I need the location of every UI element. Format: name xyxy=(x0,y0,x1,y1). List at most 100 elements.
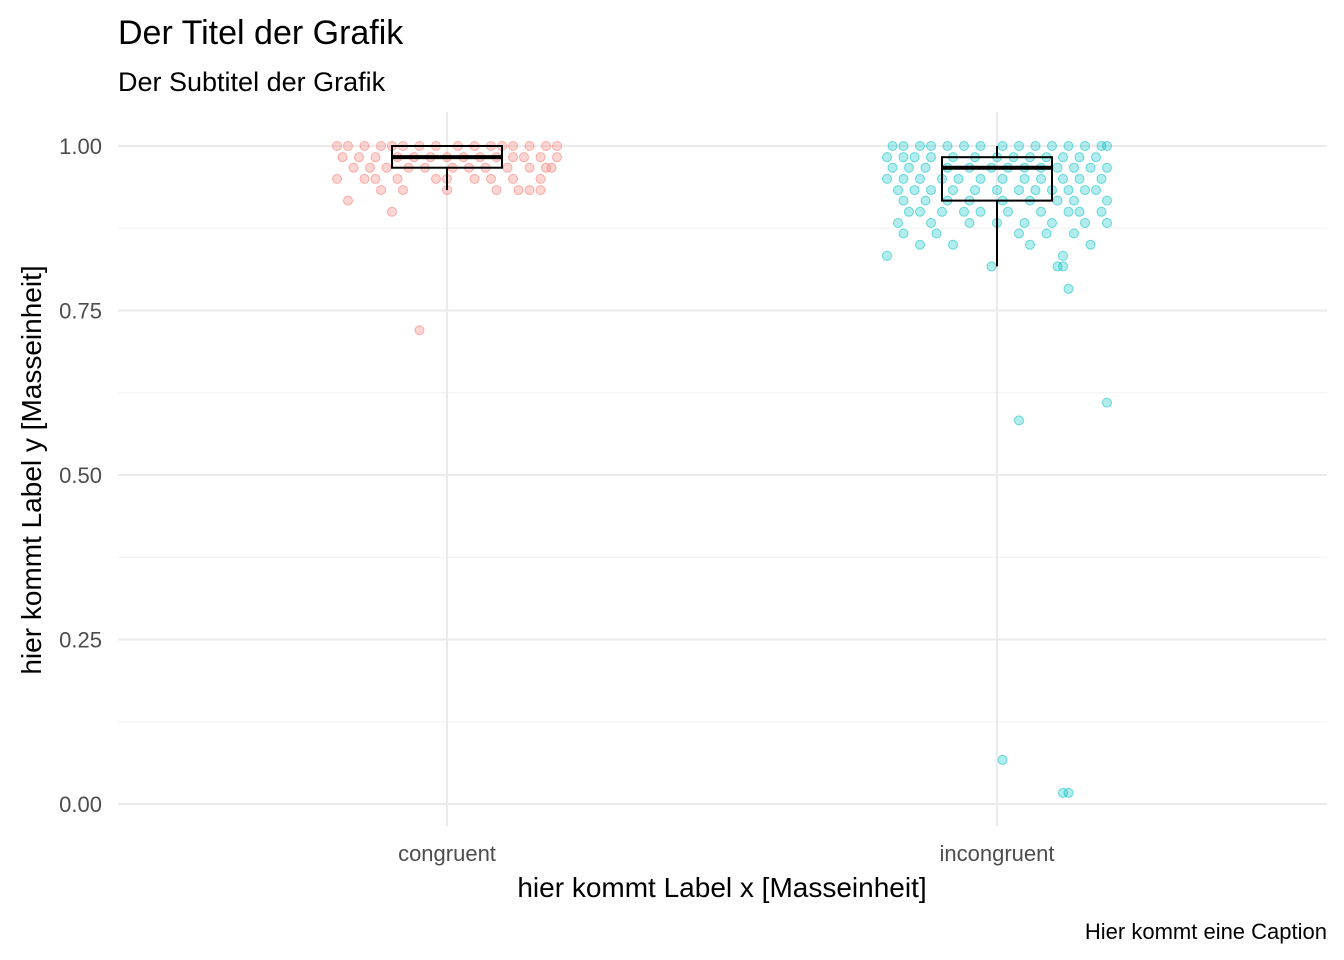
data-point-congruent xyxy=(508,141,518,151)
data-point-congruent xyxy=(431,173,441,184)
data-point-congruent xyxy=(535,152,546,163)
x-tick-labels: congruent incongruent xyxy=(398,841,1054,866)
data-point-incongruent xyxy=(1058,250,1068,261)
data-point-incongruent xyxy=(1063,787,1074,798)
data-point-incongruent xyxy=(975,206,986,217)
data-point-incongruent xyxy=(1063,283,1074,294)
data-point-incongruent xyxy=(970,185,980,196)
data-point-incongruent xyxy=(1102,162,1112,173)
data-point-congruent xyxy=(541,141,551,151)
y-tick-label: 0.00 xyxy=(59,792,102,817)
data-point-congruent xyxy=(508,152,518,163)
data-point-congruent xyxy=(546,162,557,173)
data-point-incongruent xyxy=(1052,162,1063,173)
data-point-incongruent xyxy=(1030,185,1041,196)
data-point-incongruent xyxy=(926,152,936,163)
data-point-incongruent xyxy=(1085,239,1096,250)
data-point-congruent xyxy=(535,185,546,196)
data-point-incongruent xyxy=(1014,415,1024,426)
data-point-congruent xyxy=(370,173,381,184)
y-tick-label: 0.75 xyxy=(59,299,102,324)
data-point-incongruent xyxy=(997,173,1008,184)
data-point-congruent xyxy=(359,173,370,184)
data-point-congruent xyxy=(332,141,342,151)
chart-title: Der Titel der Grafik xyxy=(118,14,404,52)
data-point-congruent xyxy=(469,173,480,184)
data-point-incongruent xyxy=(926,185,936,196)
data-point-incongruent xyxy=(926,217,936,228)
data-point-congruent xyxy=(365,162,375,173)
data-point-incongruent xyxy=(975,173,986,184)
data-point-congruent xyxy=(508,173,518,184)
data-point-incongruent xyxy=(1080,185,1090,196)
data-point-incongruent xyxy=(898,173,909,184)
data-point-congruent xyxy=(387,206,397,217)
chart-subtitle: Der Subtitel der Grafik xyxy=(118,67,386,97)
data-point-incongruent xyxy=(1063,141,1074,151)
data-point-incongruent xyxy=(1096,141,1107,151)
data-point-incongruent xyxy=(898,152,909,163)
data-point-congruent xyxy=(524,162,535,173)
data-point-incongruent xyxy=(1080,141,1090,151)
y-tick-labels: 0.00 0.25 0.50 0.75 1.00 xyxy=(59,134,102,817)
data-point-incongruent xyxy=(1036,206,1046,217)
data-point-incongruent xyxy=(915,173,925,184)
data-point-incongruent xyxy=(1058,173,1068,184)
data-point-incongruent xyxy=(1074,206,1085,217)
data-point-congruent xyxy=(414,325,425,336)
jitter-points xyxy=(332,141,1112,798)
data-point-congruent xyxy=(524,141,535,151)
data-point-incongruent xyxy=(909,185,920,196)
data-point-congruent xyxy=(502,162,513,173)
data-point-incongruent xyxy=(1091,152,1101,163)
data-point-incongruent xyxy=(959,206,969,217)
data-point-congruent xyxy=(519,152,529,163)
data-point-incongruent xyxy=(1052,261,1063,272)
data-point-incongruent xyxy=(953,173,964,184)
x-tick-label: incongruent xyxy=(940,841,1055,866)
data-point-incongruent xyxy=(882,152,892,163)
data-point-incongruent xyxy=(898,195,909,206)
data-point-congruent xyxy=(552,152,562,163)
data-point-congruent xyxy=(524,185,535,196)
boxplots xyxy=(391,145,1053,267)
data-point-incongruent xyxy=(959,141,969,151)
y-tick-label: 1.00 xyxy=(59,134,102,159)
data-point-incongruent xyxy=(915,206,925,217)
data-point-incongruent xyxy=(1058,787,1068,798)
data-point-incongruent xyxy=(1014,185,1024,196)
data-point-incongruent xyxy=(937,206,947,217)
data-point-incongruent xyxy=(942,141,953,151)
data-point-incongruent xyxy=(926,141,936,151)
data-point-incongruent xyxy=(1052,195,1063,206)
data-point-congruent xyxy=(343,141,353,151)
data-point-incongruent xyxy=(1091,185,1101,196)
data-point-incongruent xyxy=(915,239,925,250)
data-point-incongruent xyxy=(1102,217,1112,228)
box-incongruent xyxy=(941,156,1053,202)
data-point-incongruent xyxy=(1102,141,1112,151)
data-point-incongruent xyxy=(898,228,909,239)
data-point-incongruent xyxy=(898,141,909,151)
data-point-incongruent xyxy=(887,162,898,173)
data-point-incongruent xyxy=(1014,141,1024,151)
y-tick-label: 0.25 xyxy=(59,628,102,653)
data-point-incongruent xyxy=(1025,239,1035,250)
data-point-congruent xyxy=(370,152,381,163)
data-point-incongruent xyxy=(1063,206,1074,217)
data-point-incongruent xyxy=(882,250,892,261)
data-point-incongruent xyxy=(986,261,997,272)
data-point-incongruent xyxy=(964,217,975,228)
data-point-incongruent xyxy=(904,162,914,173)
data-point-incongruent xyxy=(893,217,903,228)
data-point-congruent xyxy=(376,185,386,196)
data-point-incongruent xyxy=(1058,152,1068,163)
data-point-congruent xyxy=(398,185,408,196)
data-point-incongruent xyxy=(948,185,958,196)
data-point-incongruent xyxy=(1041,228,1052,239)
data-point-incongruent xyxy=(931,228,942,239)
data-point-incongruent xyxy=(1058,261,1068,272)
data-point-congruent xyxy=(513,185,524,196)
data-point-incongruent xyxy=(1019,173,1030,184)
